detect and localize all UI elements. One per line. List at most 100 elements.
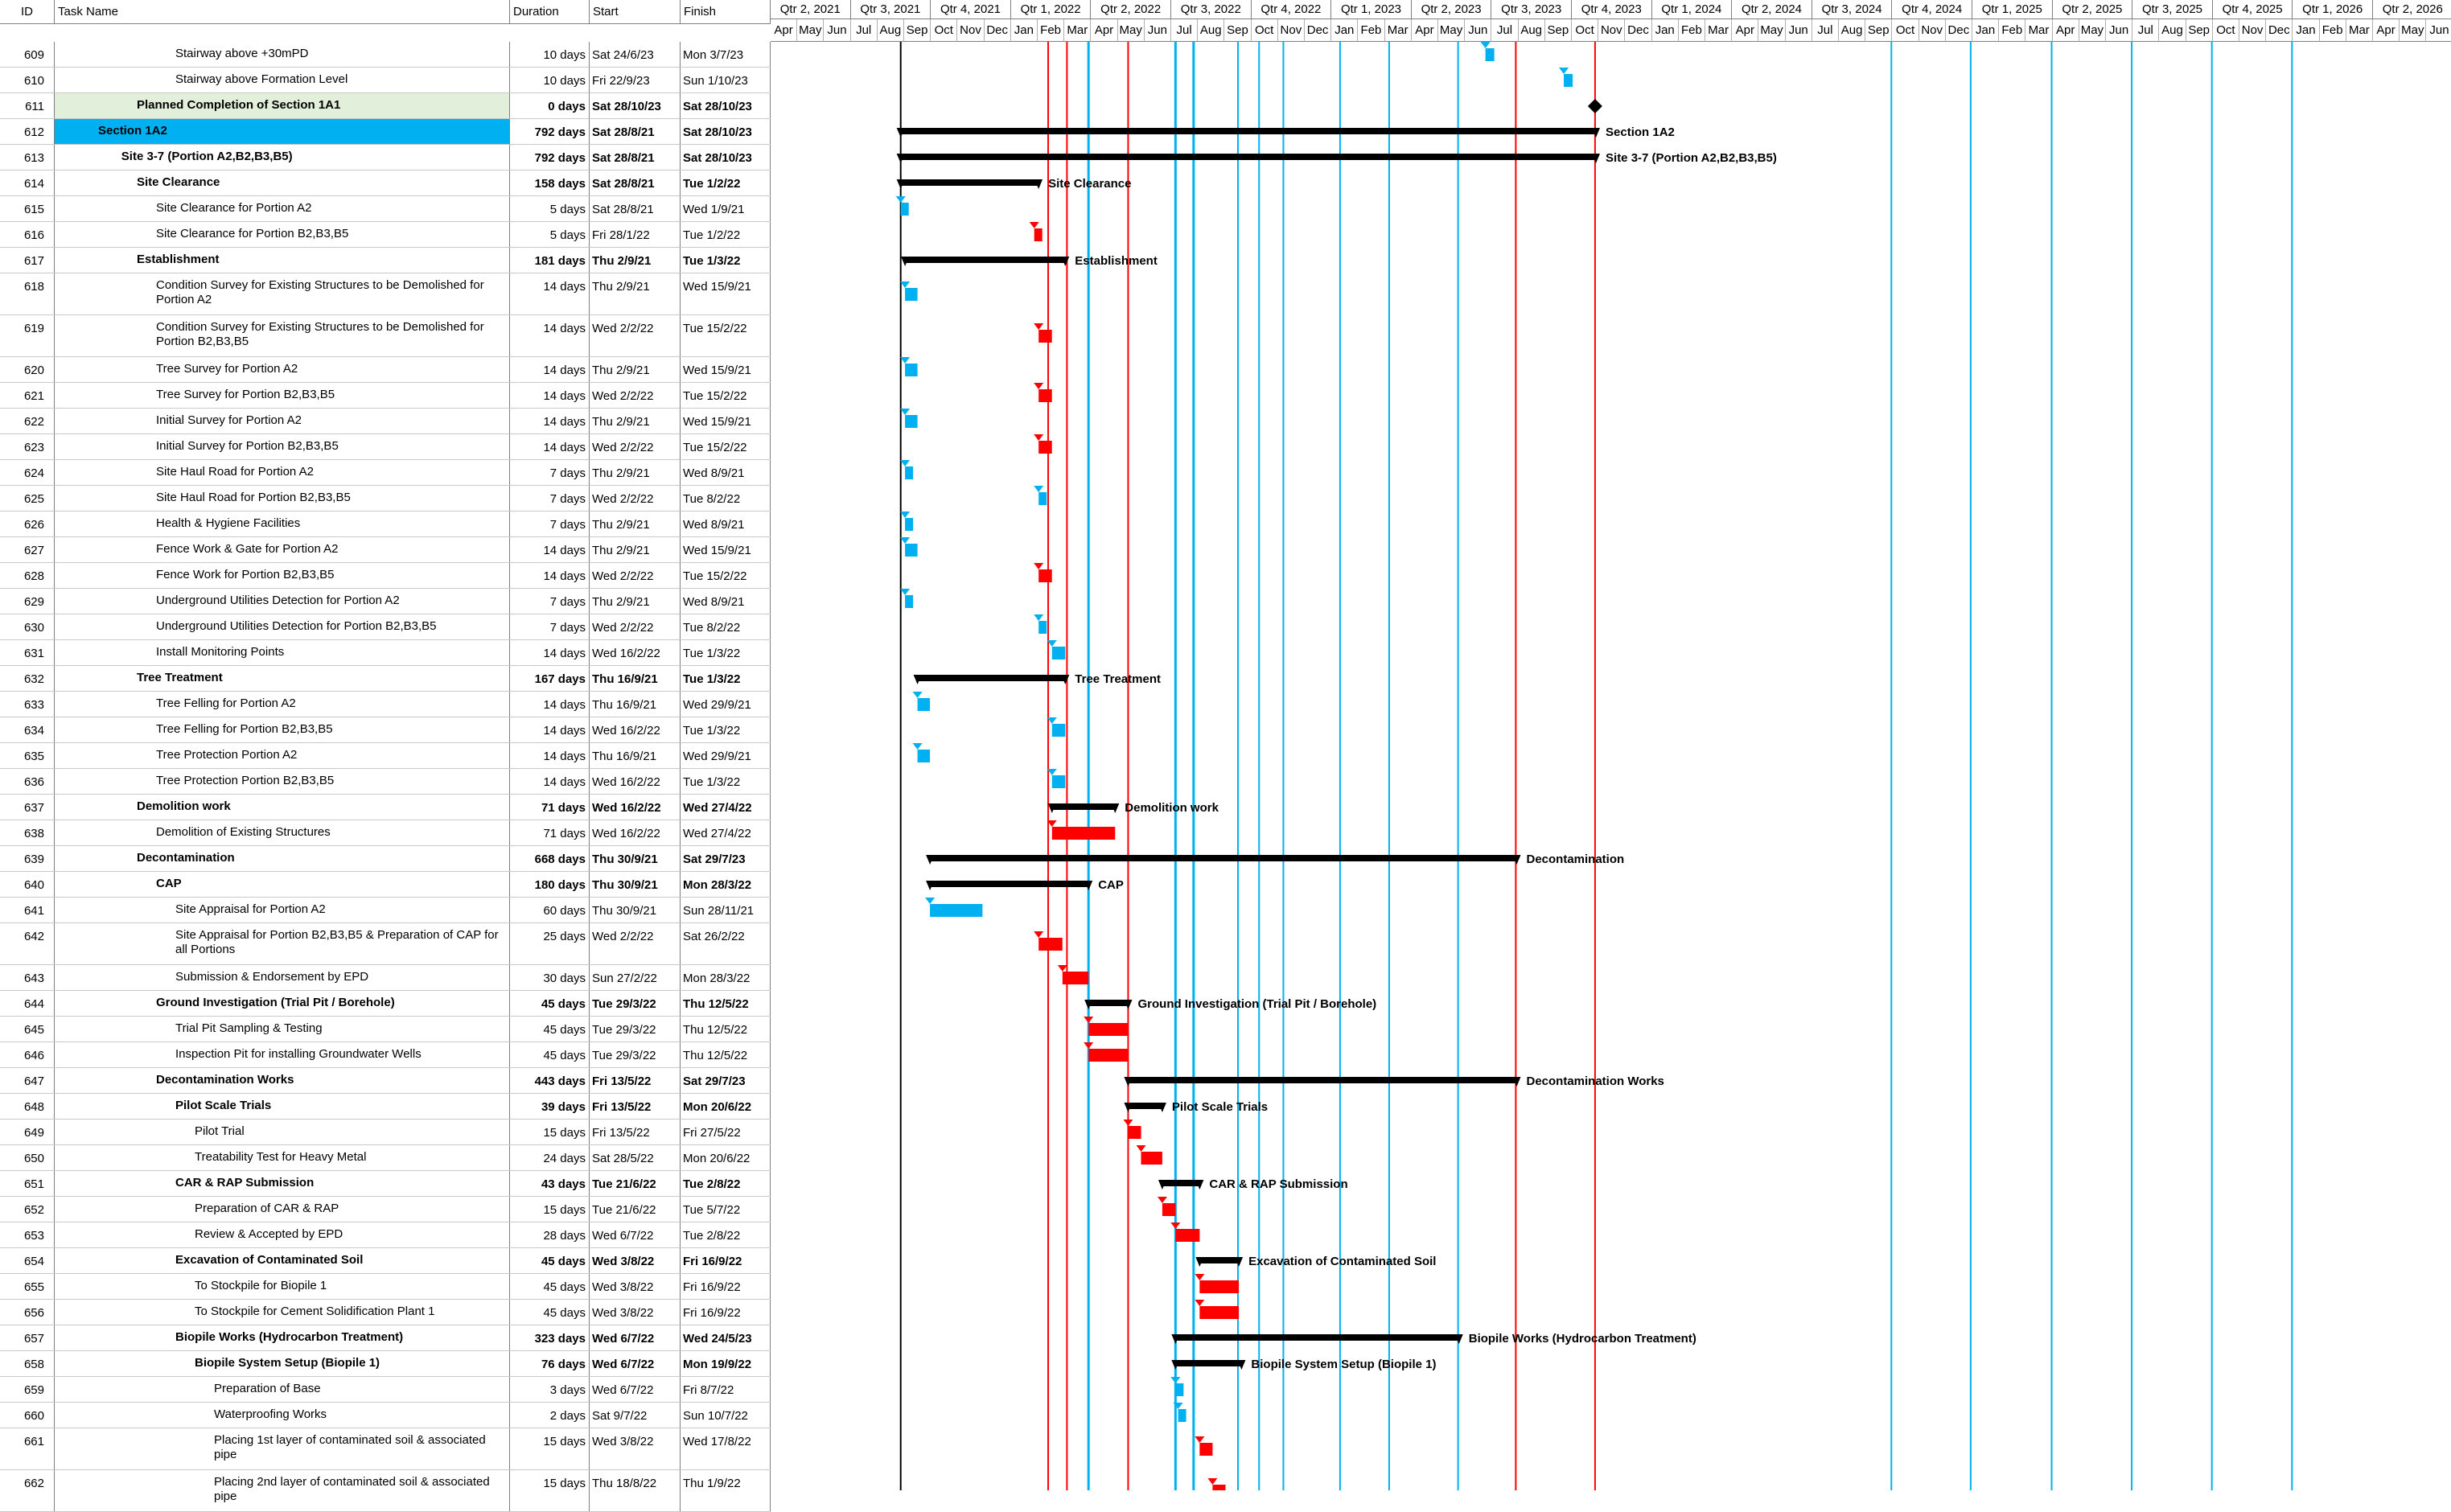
summary-bar[interactable] (900, 128, 1597, 134)
task-bar[interactable] (905, 288, 918, 301)
table-row[interactable]: 614 Site Clearance 158 days Sat 28/8/21 Tue … (0, 171, 771, 196)
table-row[interactable]: 660 Waterproofing Works 2 days Sat 9/7/22 Su… (0, 1403, 771, 1428)
task-name-cell[interactable]: Site Clearance for Portion B2,B3,B5 (55, 222, 510, 247)
critical-task-bar[interactable] (1199, 1306, 1240, 1319)
task-bar[interactable] (1175, 1383, 1184, 1396)
task-bar[interactable] (900, 203, 909, 216)
table-row[interactable]: 638 Demolition of Existing Structures 71 d… (0, 820, 771, 846)
critical-task-bar[interactable] (1062, 972, 1089, 984)
task-name-cell[interactable]: Initial Survey for Portion A2 (55, 409, 510, 433)
task-name-cell[interactable]: Ground Investigation (Trial Pit / Boreho… (55, 991, 510, 1016)
task-name-cell[interactable]: Decontamination (55, 846, 510, 871)
summary-bar[interactable] (930, 855, 1517, 861)
table-row[interactable]: 631 Install Monitoring Points 14 days Wed 1… (0, 640, 771, 666)
task-name-cell[interactable]: Tree Felling for Portion B2,B3,B5 (55, 717, 510, 742)
task-bar[interactable] (917, 698, 931, 711)
summary-bar[interactable] (917, 675, 1066, 681)
table-row[interactable]: 617 Establishment 181 days Thu 2/9/21 Tue 1/… (0, 248, 771, 273)
task-name-cell[interactable]: Condition Survey for Existing Structures… (55, 273, 510, 314)
column-header-task-name[interactable]: Task Name (55, 0, 510, 24)
table-row[interactable]: 651 CAR & RAP Submission 43 days Tue 21/6/2… (0, 1171, 771, 1197)
table-row[interactable]: 653 Review & Accepted by EPD 28 days Wed 6/… (0, 1222, 771, 1248)
critical-task-bar[interactable] (1038, 569, 1052, 582)
task-name-cell[interactable]: CAP (55, 872, 510, 897)
critical-task-bar[interactable] (1128, 1126, 1141, 1139)
task-bar[interactable] (905, 544, 918, 557)
task-bar[interactable] (905, 415, 918, 428)
task-bar[interactable] (1051, 724, 1066, 737)
table-row[interactable]: 609 Stairway above +30mPD 10 days Sat 24/6/… (0, 42, 771, 68)
task-bar[interactable] (1051, 647, 1066, 659)
table-row[interactable]: 621 Tree Survey for Portion B2,B3,B5 14 da… (0, 383, 771, 409)
table-row[interactable]: 640 CAP 180 days Thu 30/9/21 Mon 28/3/22 (0, 872, 771, 898)
summary-bar[interactable] (905, 257, 1066, 263)
task-name-cell[interactable]: CAR & RAP Submission (55, 1171, 510, 1196)
table-row[interactable]: 662 Placing 2nd layer of contaminated soi… (0, 1470, 771, 1512)
critical-task-bar[interactable] (1175, 1229, 1200, 1242)
task-bar[interactable] (905, 595, 914, 608)
task-name-cell[interactable]: To Stockpile for Cement Solidification P… (55, 1300, 510, 1325)
critical-task-bar[interactable] (1038, 938, 1063, 951)
table-row[interactable]: 636 Tree Protection Portion B2,B3,B5 14 da… (0, 769, 771, 795)
table-row[interactable]: 615 Site Clearance for Portion A2 5 days Sa… (0, 196, 771, 222)
table-row[interactable]: 625 Site Haul Road for Portion B2,B3,B5 7 … (0, 486, 771, 512)
task-name-cell[interactable]: Biopile System Setup (Biopile 1) (55, 1351, 510, 1376)
critical-task-bar[interactable] (1199, 1443, 1213, 1456)
critical-task-bar[interactable] (1162, 1203, 1176, 1216)
column-header-id[interactable]: ID (0, 0, 55, 24)
task-name-cell[interactable]: To Stockpile for Biopile 1 (55, 1274, 510, 1299)
table-row[interactable]: 655 To Stockpile for Biopile 1 45 days Wed … (0, 1274, 771, 1300)
table-row[interactable]: 624 Site Haul Road for Portion A2 7 days Th… (0, 460, 771, 486)
table-row[interactable]: 642 Site Appraisal for Portion B2,B3,B5 &… (0, 923, 771, 965)
table-row[interactable]: 646 Inspection Pit for installing Groundw… (0, 1042, 771, 1068)
table-row[interactable]: 659 Preparation of Base 3 days Wed 6/7/22 Fr… (0, 1377, 771, 1403)
task-bar[interactable] (905, 466, 914, 479)
task-name-cell[interactable]: Decontamination Works (55, 1068, 510, 1093)
critical-task-bar[interactable] (1141, 1152, 1162, 1165)
task-bar[interactable] (917, 750, 931, 762)
table-row[interactable]: 626 Health & Hygiene Facilities 7 days Thu … (0, 512, 771, 537)
critical-task-bar[interactable] (1038, 389, 1052, 402)
task-name-cell[interactable]: Stairway above Formation Level (55, 68, 510, 92)
summary-bar[interactable] (1128, 1103, 1162, 1109)
task-name-cell[interactable]: Placing 2nd layer of contaminated soil &… (55, 1470, 510, 1511)
column-header-duration[interactable]: Duration (510, 0, 590, 24)
column-header-start[interactable]: Start (590, 0, 681, 24)
table-row[interactable]: 658 Biopile System Setup (Biopile 1) 76 da… (0, 1351, 771, 1377)
task-name-cell[interactable]: Tree Treatment (55, 666, 510, 691)
critical-task-bar[interactable] (1038, 330, 1052, 343)
table-row[interactable]: 628 Fence Work for Portion B2,B3,B5 14 day… (0, 563, 771, 589)
task-name-cell[interactable]: Initial Survey for Portion B2,B3,B5 (55, 434, 510, 459)
table-row[interactable]: 620 Tree Survey for Portion A2 14 days Thu … (0, 357, 771, 383)
task-bar[interactable] (1038, 492, 1047, 505)
task-name-cell[interactable]: Biopile Works (Hydrocarbon Treatment) (55, 1325, 510, 1350)
task-name-cell[interactable]: Planned Completion of Section 1A1 (55, 93, 510, 118)
task-bar[interactable] (905, 364, 918, 376)
summary-bar[interactable] (900, 154, 1597, 160)
task-name-cell[interactable]: Site Appraisal for Portion B2,B3,B5 & Pr… (55, 923, 510, 964)
critical-task-bar[interactable] (1034, 228, 1042, 241)
task-name-cell[interactable]: Section 1A2 (55, 119, 510, 144)
table-row[interactable]: 612 Section 1A2 792 days Sat 28/8/21 Sat 28/… (0, 119, 771, 145)
critical-task-bar[interactable] (1038, 441, 1052, 454)
table-row[interactable]: 634 Tree Felling for Portion B2,B3,B5 14 d… (0, 717, 771, 743)
table-row[interactable]: 643 Submission & Endorsement by EPD 30 day… (0, 965, 771, 991)
task-name-cell[interactable]: Waterproofing Works (55, 1403, 510, 1428)
table-row[interactable]: 611 Planned Completion of Section 1A1 0 da… (0, 93, 771, 119)
critical-task-bar[interactable] (1088, 1023, 1129, 1036)
milestone-diamond[interactable] (1587, 99, 1602, 113)
table-row[interactable]: 622 Initial Survey for Portion A2 14 days T… (0, 409, 771, 434)
task-name-cell[interactable]: Establishment (55, 248, 510, 273)
task-name-cell[interactable]: Inspection Pit for installing Groundwate… (55, 1042, 510, 1067)
table-row[interactable]: 647 Decontamination Works 443 days Fri 13/5… (0, 1068, 771, 1094)
table-row[interactable]: 654 Excavation of Contaminated Soil 45 day… (0, 1248, 771, 1274)
summary-bar[interactable] (1088, 1000, 1129, 1006)
table-row[interactable]: 629 Underground Utilities Detection for P… (0, 589, 771, 614)
table-row[interactable]: 635 Tree Protection Portion A2 14 days Thu … (0, 743, 771, 769)
table-row[interactable]: 645 Trial Pit Sampling & Testing 45 days Tu… (0, 1017, 771, 1042)
critical-task-bar[interactable] (1051, 827, 1116, 840)
summary-bar[interactable] (1175, 1360, 1242, 1366)
table-row[interactable]: 657 Biopile Works (Hydrocarbon Treatment)… (0, 1325, 771, 1351)
table-row[interactable]: 623 Initial Survey for Portion B2,B3,B5 14… (0, 434, 771, 460)
table-row[interactable]: 639 Decontamination 668 days Thu 30/9/21 Sat… (0, 846, 771, 872)
